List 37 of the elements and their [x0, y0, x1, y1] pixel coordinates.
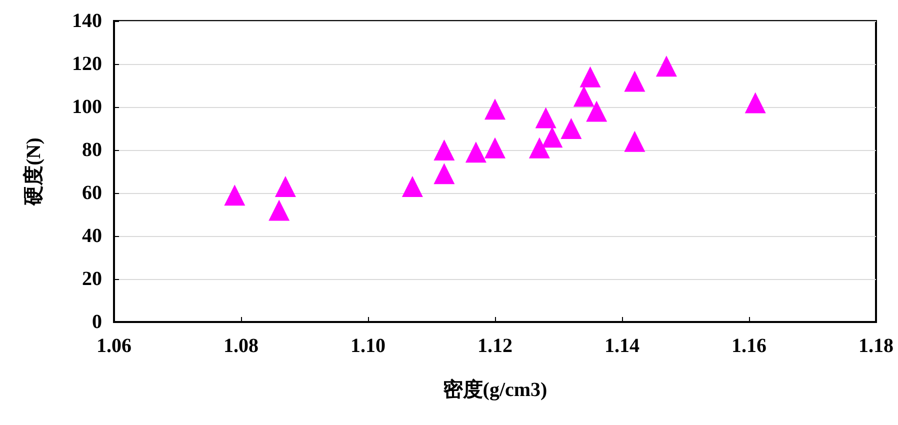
y-tick-label: 60 — [82, 182, 102, 204]
point — [434, 140, 455, 160]
point — [656, 56, 677, 77]
y-tick-label: 120 — [72, 53, 102, 75]
x-axis-title: 密度(g/cm3) — [442, 378, 548, 401]
x-tick-label: 1.10 — [350, 335, 386, 357]
x-tick-label: 1.08 — [224, 335, 258, 357]
point — [434, 163, 455, 184]
point — [624, 70, 646, 92]
x-tick-label: 1.16 — [732, 335, 766, 357]
y-axis-title: 硬度(N) — [22, 138, 45, 206]
point — [224, 184, 246, 206]
point — [268, 200, 290, 221]
point — [624, 130, 646, 152]
x-tick-label: 1.06 — [96, 335, 132, 357]
y-tick-label: 20 — [82, 268, 102, 290]
y-tick-label: 140 — [72, 10, 102, 32]
point — [580, 66, 601, 88]
y-tick-label: 0 — [92, 311, 102, 333]
x-tick-label: 1.14 — [604, 335, 640, 357]
y-tick-label: 100 — [72, 96, 102, 118]
point — [274, 176, 296, 198]
point — [744, 92, 766, 114]
point — [528, 137, 550, 158]
point — [465, 142, 486, 163]
point — [484, 137, 506, 158]
y-tick-label: 80 — [82, 139, 102, 161]
point — [535, 107, 556, 128]
point — [586, 100, 608, 122]
point — [402, 176, 423, 198]
point — [542, 126, 563, 148]
x-tick-label: 1.12 — [478, 335, 512, 357]
x-tick-label: 1.18 — [858, 335, 894, 357]
point — [484, 98, 506, 120]
point — [573, 86, 594, 107]
y-tick-label: 40 — [82, 225, 102, 247]
point — [560, 118, 582, 139]
